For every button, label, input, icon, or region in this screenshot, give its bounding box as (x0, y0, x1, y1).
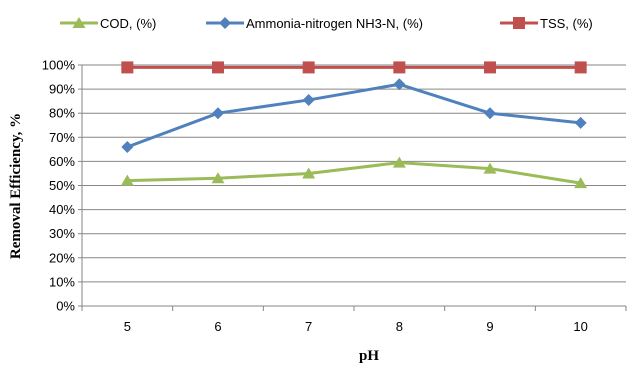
y-tick-label: 60% (49, 154, 75, 169)
y-tick-label: 40% (49, 202, 75, 217)
data-point (302, 167, 316, 179)
x-tick-label: 8 (396, 319, 403, 334)
data-point (574, 177, 588, 189)
x-tick-label: 10 (573, 319, 587, 334)
data-point (302, 93, 315, 106)
legend-item: COD, (%) (60, 16, 156, 31)
y-tick-label: 50% (49, 178, 75, 193)
data-point (393, 61, 406, 74)
legend-item: Ammonia-nitrogen NH3-N, (%) (206, 16, 423, 31)
series-square (121, 61, 587, 74)
y-tick-label: 0% (56, 299, 75, 314)
x-axis-title: pH (359, 348, 379, 364)
series-diamond (121, 78, 587, 153)
x-tick-label: 6 (214, 319, 221, 334)
legend: COD, (%) Ammonia-nitrogen NH3-N, (%) TSS, … (60, 16, 593, 31)
y-tick-label: 10% (49, 274, 75, 289)
legend-marker (72, 17, 86, 28)
legend-marker (513, 17, 525, 29)
data-point (120, 174, 134, 186)
legend-marker (219, 17, 231, 29)
x-tick-label: 5 (124, 319, 131, 334)
series-triangle (120, 156, 588, 189)
axes (78, 64, 627, 311)
legend-label: TSS, (%) (540, 16, 593, 31)
data-point (211, 172, 225, 184)
y-tick-label: 20% (49, 250, 75, 265)
x-tick-label: 9 (486, 319, 493, 334)
legend-item: TSS, (%) (500, 16, 593, 31)
y-tick-labels: 0% 10% 20% 30% 40% 50% 60% 70% 80% 90% 100% (42, 58, 76, 314)
data-point (212, 107, 224, 120)
y-tick-label: 80% (49, 106, 75, 121)
legend-label: Ammonia-nitrogen NH3-N, (%) (246, 16, 423, 31)
y-tick-label: 30% (49, 226, 75, 241)
y-tick-label: 100% (42, 58, 76, 73)
x-tick-label: 7 (305, 319, 312, 334)
data-point (393, 78, 406, 91)
data-point (574, 61, 587, 74)
data-point (302, 61, 315, 74)
data-point (483, 162, 497, 174)
grid-lines (82, 64, 626, 283)
data-point (212, 61, 224, 74)
data-point (121, 140, 134, 153)
legend-label: COD, (%) (100, 16, 156, 31)
series-line (127, 161, 581, 185)
data-point (392, 156, 406, 168)
data-point (121, 61, 134, 74)
y-tick-label: 90% (49, 82, 75, 97)
y-tick-label: 70% (49, 130, 75, 145)
data-point (484, 107, 496, 120)
y-axis-title: Removal Efficiency, % (8, 113, 24, 259)
data-point (484, 61, 496, 74)
data-point (574, 116, 587, 129)
x-tick-labels: 5 6 7 8 9 10 (124, 319, 588, 334)
series-line (126, 82, 581, 149)
series-group (120, 61, 588, 189)
